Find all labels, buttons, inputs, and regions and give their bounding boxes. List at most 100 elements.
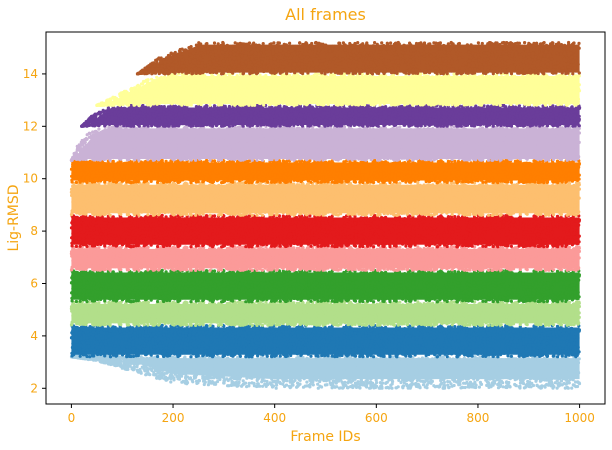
data-point — [521, 333, 525, 337]
data-point — [261, 349, 265, 353]
data-point — [280, 367, 284, 371]
data-point — [213, 339, 217, 344]
data-point — [147, 360, 151, 364]
data-point — [219, 344, 223, 348]
data-point — [220, 327, 224, 331]
data-point — [208, 353, 212, 357]
data-point — [552, 337, 556, 341]
data-point — [344, 353, 348, 357]
data-point — [326, 340, 330, 344]
data-point — [99, 334, 103, 338]
data-point — [339, 386, 343, 390]
data-point — [297, 372, 301, 376]
data-point — [114, 364, 118, 368]
data-point — [152, 349, 156, 353]
data-point — [152, 345, 156, 349]
data-point — [166, 370, 170, 374]
data-point — [360, 361, 364, 366]
data-point — [417, 365, 421, 369]
data-point — [184, 349, 188, 353]
data-point — [537, 342, 541, 346]
data-point — [402, 331, 406, 335]
data-point — [531, 343, 535, 347]
data-point — [381, 334, 385, 338]
data-point — [271, 371, 275, 376]
data-point — [85, 341, 89, 345]
data-point — [333, 380, 338, 384]
data-point — [344, 357, 348, 361]
data-point — [138, 333, 142, 337]
data-point — [557, 368, 561, 372]
data-point — [491, 365, 495, 369]
data-point — [433, 336, 437, 340]
data-point — [327, 325, 331, 329]
data-point — [404, 354, 408, 358]
data-point — [238, 337, 242, 341]
data-point — [228, 373, 232, 377]
data-point — [406, 386, 410, 390]
data-point — [442, 383, 446, 387]
data-point — [353, 348, 358, 352]
data-point — [511, 343, 515, 347]
data-point — [577, 371, 581, 375]
data-point — [449, 337, 453, 341]
data-point — [379, 339, 383, 344]
data-point — [389, 361, 393, 365]
data-point — [443, 369, 447, 373]
data-point — [141, 336, 145, 340]
data-point — [421, 383, 426, 387]
data-point — [173, 339, 177, 343]
data-point — [475, 329, 479, 333]
data-point — [261, 376, 265, 380]
data-point — [150, 358, 154, 363]
data-point — [476, 352, 480, 356]
data-point — [452, 383, 456, 388]
data-point — [270, 383, 274, 387]
data-point — [553, 343, 557, 347]
data-point — [487, 344, 492, 348]
data-point — [140, 326, 144, 331]
data-point — [468, 380, 473, 384]
data-point — [206, 383, 210, 387]
data-point — [245, 376, 249, 380]
data-point — [559, 379, 564, 383]
data-point — [275, 373, 279, 377]
data-point — [165, 364, 169, 368]
data-point — [339, 366, 343, 370]
data-point — [218, 358, 222, 362]
data-point — [138, 337, 142, 341]
data-point — [251, 374, 255, 378]
data-point — [166, 337, 170, 341]
data-point — [74, 331, 78, 335]
data-point — [431, 370, 435, 374]
data-point — [401, 357, 405, 361]
data-point — [221, 360, 226, 364]
data-point — [169, 348, 173, 352]
data-point — [320, 375, 324, 379]
data-point — [417, 375, 421, 379]
data-point — [551, 360, 555, 364]
data-point — [560, 360, 564, 364]
data-point — [113, 344, 117, 348]
data-point — [87, 344, 91, 348]
data-point — [566, 328, 570, 332]
data-point — [331, 364, 336, 368]
data-point — [175, 362, 179, 366]
data-point — [103, 354, 107, 358]
data-point — [91, 345, 95, 349]
data-point — [231, 368, 235, 372]
data-point — [383, 350, 387, 354]
data-point — [318, 384, 322, 388]
data-point — [347, 350, 351, 354]
data-point — [204, 331, 208, 335]
data-point — [501, 381, 505, 385]
data-point — [447, 385, 451, 389]
data-point — [490, 381, 494, 385]
data-point — [315, 336, 319, 340]
data-point — [314, 341, 318, 345]
data-point — [307, 368, 311, 372]
data-point — [323, 354, 327, 358]
data-point — [307, 338, 311, 342]
data-point — [143, 351, 147, 355]
data-point — [542, 340, 546, 344]
